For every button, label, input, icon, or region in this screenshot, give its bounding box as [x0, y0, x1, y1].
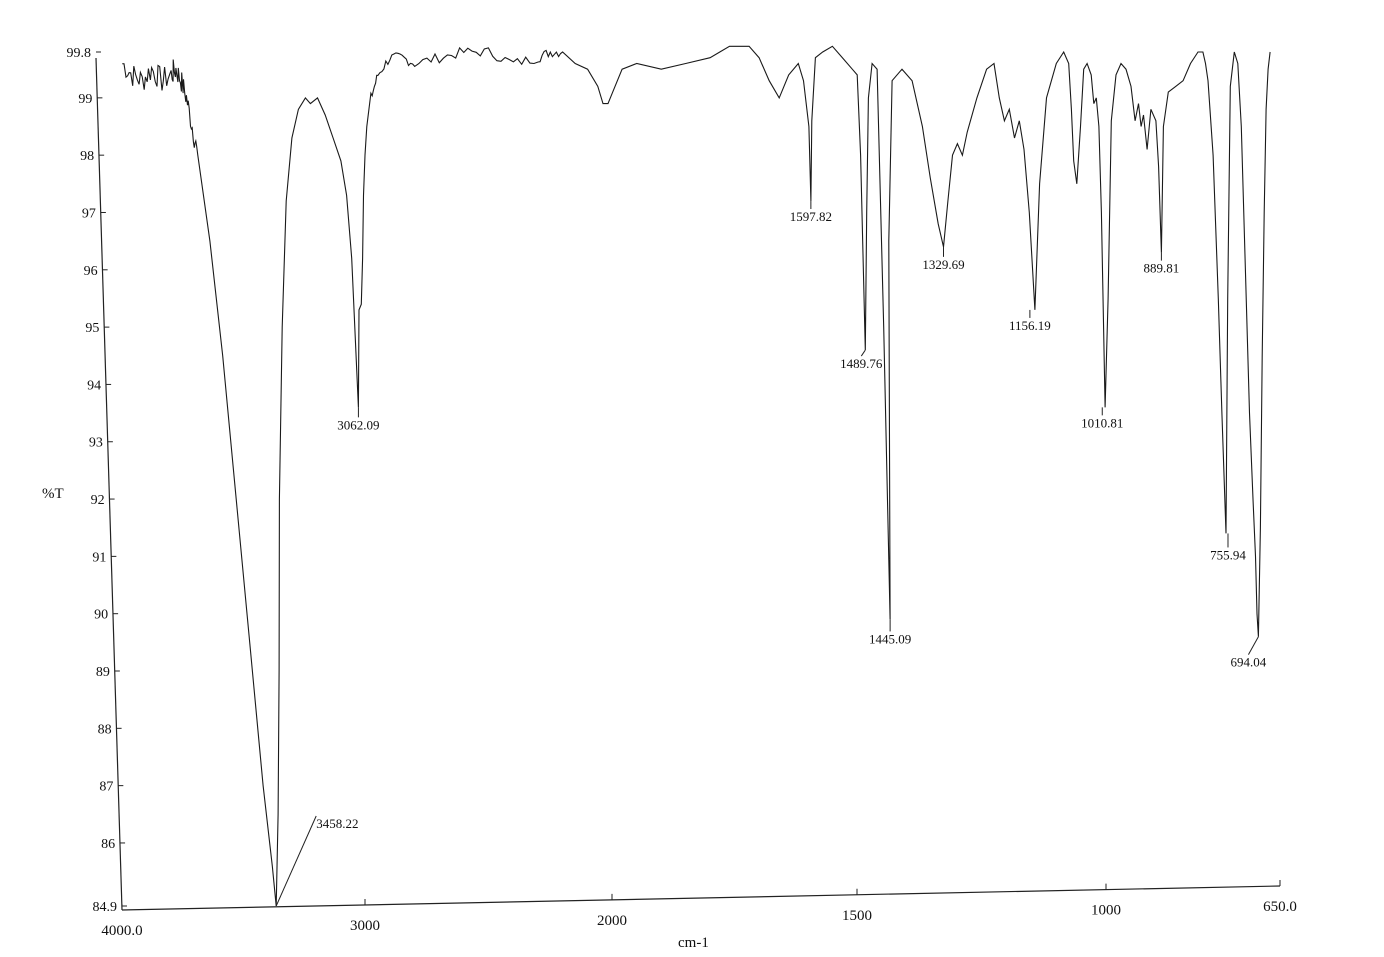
- y-tick-label: 89: [96, 665, 110, 680]
- peak-leader-line: [275, 815, 317, 907]
- peak-label: 755.94: [1210, 547, 1246, 562]
- x-tick-label: 650.0: [1263, 899, 1297, 915]
- x-tick-label: 1000: [1091, 903, 1121, 919]
- y-tick-label: 97: [82, 206, 96, 221]
- y-tick-label: 92: [91, 493, 105, 508]
- y-tick-label: 95: [85, 321, 99, 336]
- x-tick-label: 2000: [597, 913, 627, 929]
- y-tick-label: 91: [92, 550, 106, 565]
- y-tick-label: 99.8: [67, 46, 92, 61]
- peak-label: 3062.09: [337, 417, 379, 432]
- peak-label: 3458.22: [316, 816, 358, 831]
- x-tick-label: 1500: [842, 908, 872, 924]
- series-layer: [122, 45, 1271, 907]
- y-tick-label: 90: [94, 608, 108, 623]
- peak-label: 1489.76: [840, 356, 883, 371]
- x-tick-label: 4000.0: [101, 923, 142, 939]
- peak-label: 1445.09: [869, 631, 911, 646]
- y-tick-label: 88: [98, 722, 112, 737]
- peak-label: 1597.82: [790, 209, 832, 224]
- peak-label: 1329.69: [922, 257, 964, 272]
- y-axis-line: [95, 57, 123, 911]
- x-tick-label: 3000: [350, 918, 380, 934]
- peak-label: 889.81: [1144, 261, 1180, 276]
- peak-labels-layer: 3458.22 3062.09 1597.82 1489.76 1445.09 1329.…: [275, 201, 1267, 907]
- y-tick-label: 99: [78, 92, 92, 107]
- y-tick-label: 86: [101, 837, 115, 852]
- x-axis-line: [121, 885, 1281, 911]
- y-tick-label: 96: [84, 264, 98, 279]
- y-axis-label: %T: [42, 486, 64, 502]
- peak-leader-line: [860, 349, 866, 357]
- spectrum-line: [122, 45, 1271, 907]
- x-axis-label: cm-1: [678, 935, 709, 951]
- peak-label: 1010.81: [1081, 415, 1123, 430]
- y-tick-label: 93: [89, 436, 103, 451]
- peak-label: 694.04: [1231, 655, 1267, 670]
- y-tick-label: 87: [99, 780, 113, 795]
- y-tick-label: 84.9: [93, 900, 118, 915]
- peak-label: 1156.19: [1009, 318, 1051, 333]
- axes-layer: [95, 57, 1281, 911]
- y-tick-label: 98: [80, 149, 94, 164]
- y-tick-label: 94: [87, 378, 101, 393]
- peak-leader-line: [1247, 636, 1259, 655]
- ticks-layer: 99.8 99 98 97 96 95 94 93 92 91 90 89 88 87 86 84.9 4000…: [67, 46, 1297, 939]
